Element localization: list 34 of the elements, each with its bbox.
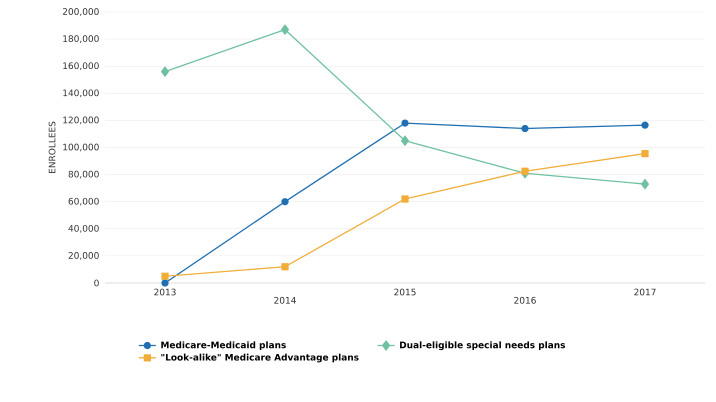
y-tick-label: 0 [94,280,99,286]
y-tick-label: 40,000 [68,224,99,233]
y-tick-label: 140,000 [63,89,99,98]
point [161,279,169,287]
point [160,66,170,77]
y-axis-title: ENROLLEES [48,122,56,173]
y-tick-label: 100,000 [63,144,99,152]
point [521,168,529,175]
point [640,178,650,190]
y-tick-label: 60,000 [68,198,99,206]
y-tick-label: 160,000 [63,62,99,70]
y-tick-label: 120,000 [63,116,99,124]
point [401,119,409,127]
x-tick-label: 2014 [274,296,296,304]
y-tick-label: 180,000 [63,35,99,43]
legend-label: Dual-eligible special needs plans [400,341,566,350]
point [400,136,410,146]
point [281,263,289,270]
y-tick-label: 80,000 [68,170,99,178]
x-tick-label: 2015 [394,288,416,296]
y-tick-label: 20,000 [68,252,99,260]
point [641,122,649,129]
x-tick-label: 2013 [154,288,176,296]
legend-label: Medicare-Medicaid plans [161,341,286,350]
point [521,124,529,132]
point [281,198,289,206]
x-tick-label: 2016 [514,296,536,304]
point [401,195,409,203]
legend-label: "Look-alike" Medicare Advantage plans [161,354,359,362]
point [161,272,169,280]
point [641,150,649,158]
y-tick-label: 200,000 [62,8,99,16]
point [280,24,290,35]
x-tick-label: 2017 [634,288,656,296]
